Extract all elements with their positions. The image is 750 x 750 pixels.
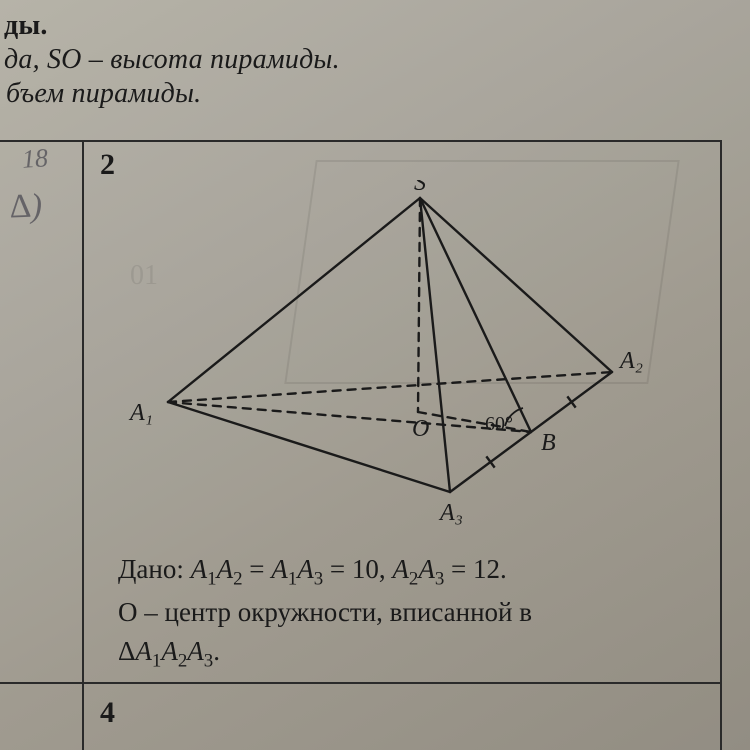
given-line-3: ΔA1A2A3. [118,632,532,675]
eq1: = [243,554,272,584]
svg-text:A₁: A₁ [128,400,153,426]
svg-text:S: S [414,180,426,196]
svg-text:O: O [412,416,429,442]
cell-number-4: 4 [100,696,115,730]
table-vertical-line [82,140,84,750]
frag-line2b: – высота пирамиды. [82,44,340,75]
svg-text:60°: 60° [485,413,513,435]
frag-line2a: да, SO [4,44,82,75]
given-word-dano: Дано: [118,554,191,584]
frag-line3: бъем пирамиды. [6,78,201,109]
cell-number-2: 2 [100,148,115,182]
top-cropped-text: ды. да, SO – высота пирамиды. бъем пирам… [0,8,750,112]
svg-text:A₃: A₃ [438,500,463,526]
eq3: = 12. [444,554,506,584]
period: . [213,636,220,666]
eq2: = 10, [323,554,392,584]
delta-sym: Δ [118,636,135,666]
svg-text:A₂: A₂ [618,348,643,374]
given-line-2: O – центр окружности, вписанной в [118,593,532,632]
frag-line1: ды. [4,10,48,41]
table-horizontal-line [0,682,722,684]
svg-text:B: B [541,430,556,456]
given-text: Дано: A1A2 = A1A3 = 10, A2A3 = 12. O – ц… [118,550,532,675]
given-line-1: Дано: A1A2 = A1A3 = 10, A2A3 = 12. [118,550,532,593]
pyramid-diagram: S A₁ A₂ A₃ O B 60° [100,180,660,530]
